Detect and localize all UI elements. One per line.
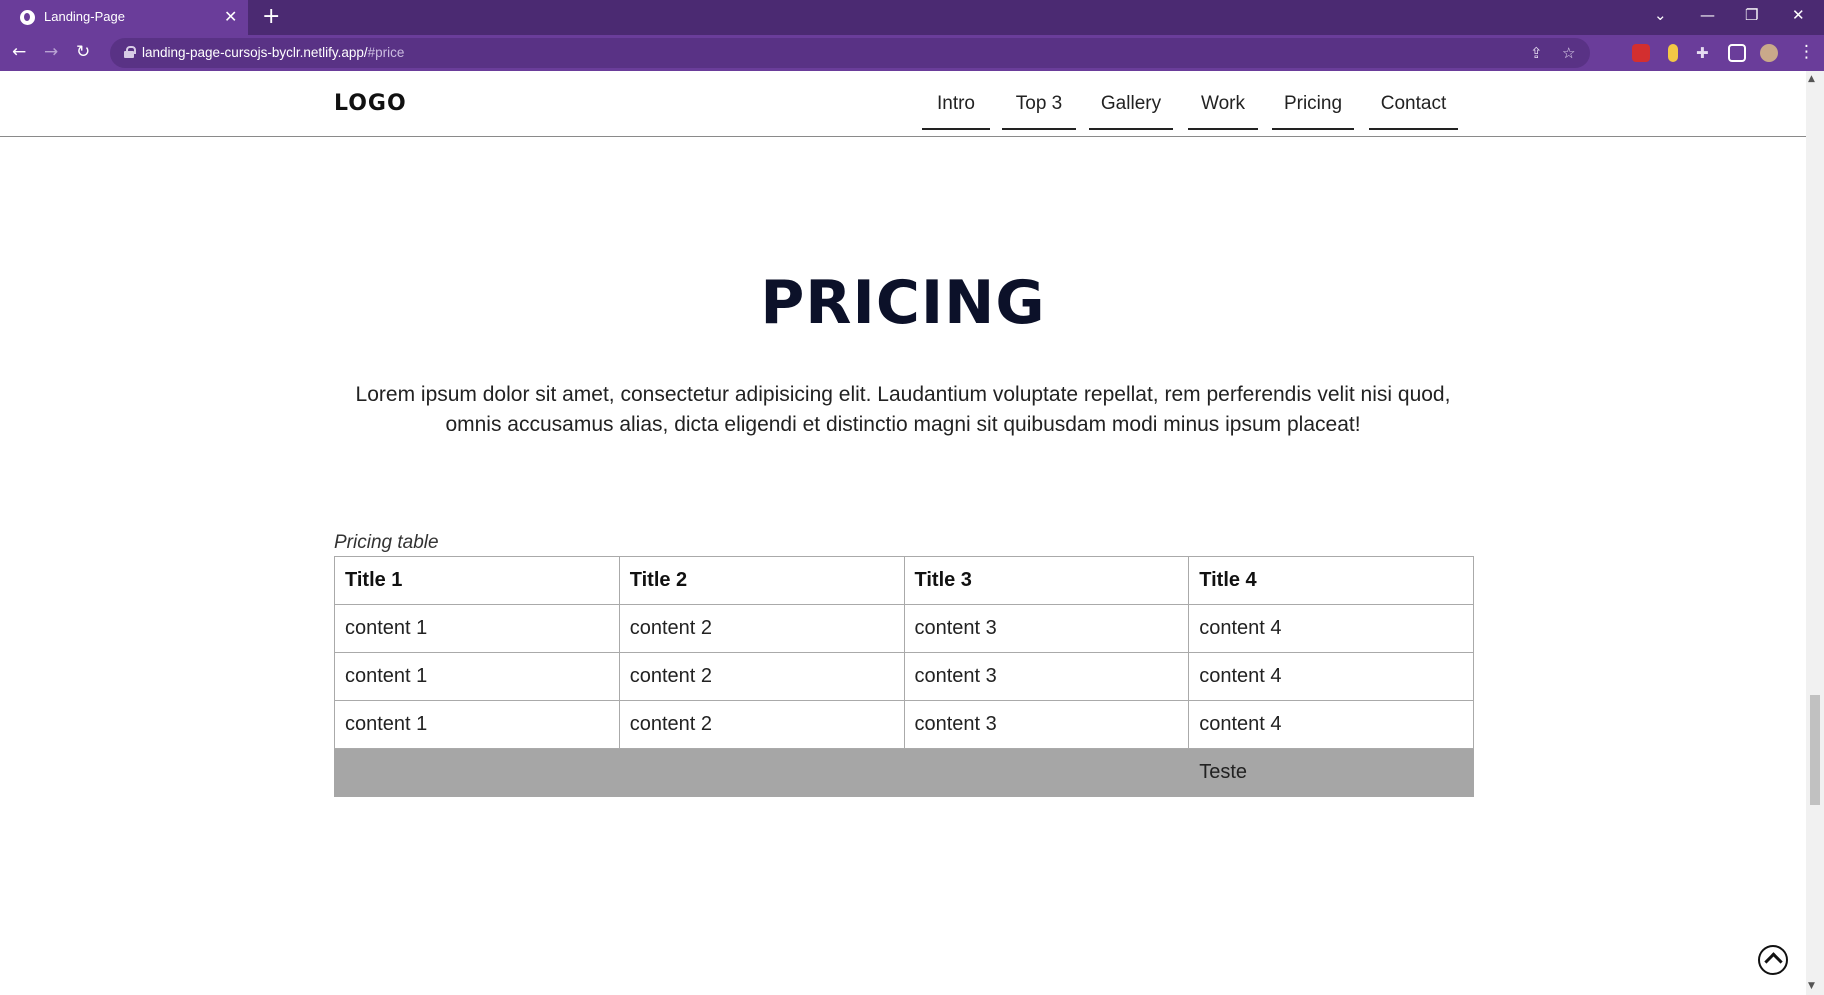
scroll-down-arrow-icon[interactable]: ▼: [1808, 981, 1815, 991]
url-text[interactable]: landing-page-cursojs-byclr.netlify.app/#…: [142, 45, 404, 60]
footer-cell: [903, 748, 1190, 797]
table-cell: content 1: [334, 652, 620, 701]
scroll-up-arrow-icon[interactable]: ▲: [1808, 74, 1815, 84]
table-footer-row: Teste: [334, 748, 1474, 797]
url-host: landing-page-cursojs-byclr.netlify.app/: [142, 45, 368, 60]
column-header: Title 1: [334, 556, 620, 605]
column-header: Title 4: [1188, 556, 1474, 605]
nav-intro[interactable]: Intro: [922, 71, 990, 130]
share-icon[interactable]: ⇪: [1530, 44, 1543, 62]
lock-icon[interactable]: [124, 46, 136, 58]
section-description: Lorem ipsum dolor sit amet, consectetur …: [355, 383, 1451, 436]
table-cell: content 3: [903, 652, 1190, 701]
footer-cell: [334, 748, 620, 797]
browser-tab[interactable]: Landing-Page ✕: [0, 0, 248, 35]
footer-cell: [618, 748, 905, 797]
browser-toolbar: ← → ↻ landing-page-cursojs-byclr.netlify…: [0, 35, 1824, 71]
logo[interactable]: LOGO: [334, 91, 407, 116]
nav-gallery[interactable]: Gallery: [1089, 71, 1173, 130]
tab-list-icon[interactable]: ⌄: [1654, 6, 1667, 24]
restore-button[interactable]: ❐: [1745, 6, 1759, 24]
table-cell: content 2: [618, 700, 905, 749]
table-row: content 1 content 2 content 3 content 4: [334, 604, 1474, 653]
extension-icon[interactable]: [1668, 44, 1678, 62]
table-caption: Pricing table: [334, 532, 439, 553]
table-row: content 1 content 2 content 3 content 4: [334, 700, 1474, 749]
column-header: Title 2: [618, 556, 905, 605]
menu-icon[interactable]: ⋮: [1798, 42, 1815, 62]
footer-cell: Teste: [1188, 748, 1474, 797]
table-cell: content 3: [903, 604, 1190, 653]
table-cell: content 3: [903, 700, 1190, 749]
forward-button[interactable]: →: [44, 42, 59, 62]
side-panel-icon[interactable]: [1728, 44, 1746, 62]
back-button[interactable]: ←: [12, 42, 27, 62]
reload-button[interactable]: ↻: [76, 42, 91, 62]
scrollbar-thumb[interactable]: [1810, 695, 1820, 805]
section-title: PRICING: [760, 268, 1046, 338]
pricing-table: Title 1 Title 2 Title 3 Title 4 content …: [334, 556, 1474, 797]
extension-icon[interactable]: [1632, 44, 1650, 62]
close-window-button[interactable]: ✕: [1792, 6, 1805, 24]
table-row: content 1 content 2 content 3 content 4: [334, 652, 1474, 701]
address-bar[interactable]: landing-page-cursojs-byclr.netlify.app/#…: [110, 38, 1590, 68]
site-header: LOGO Intro Top 3 Gallery Work Pricing Co…: [0, 71, 1806, 137]
table-cell: content 2: [618, 604, 905, 653]
table-cell: content 1: [334, 700, 620, 749]
nav-work[interactable]: Work: [1188, 71, 1258, 130]
tab-close-icon[interactable]: ✕: [224, 7, 238, 26]
tab-title: Landing-Page: [44, 9, 125, 24]
globe-icon: [20, 10, 35, 25]
nav-top-3[interactable]: Top 3: [1002, 71, 1076, 130]
table-header-row: Title 1 Title 2 Title 3 Title 4: [334, 556, 1474, 605]
nav-contact[interactable]: Contact: [1369, 71, 1458, 130]
browser-tab-strip: Landing-Page ✕ + ⌄ — ❐ ✕: [0, 0, 1824, 35]
table-cell: content 4: [1188, 652, 1474, 701]
column-header: Title 3: [903, 556, 1190, 605]
nav-pricing[interactable]: Pricing: [1272, 71, 1354, 130]
table-cell: content 1: [334, 604, 620, 653]
minimize-button[interactable]: —: [1700, 6, 1715, 24]
star-icon[interactable]: ☆: [1562, 44, 1576, 62]
new-tab-button[interactable]: +: [262, 4, 281, 29]
table-cell: content 2: [618, 652, 905, 701]
url-path: #price: [367, 45, 405, 60]
table-cell: content 4: [1188, 700, 1474, 749]
table-cell: content 4: [1188, 604, 1474, 653]
avatar[interactable]: [1760, 44, 1778, 62]
page-scrollbar[interactable]: [1806, 71, 1824, 995]
back-to-top-icon[interactable]: [1758, 945, 1788, 975]
puzzle-icon[interactable]: ✚: [1696, 44, 1709, 62]
